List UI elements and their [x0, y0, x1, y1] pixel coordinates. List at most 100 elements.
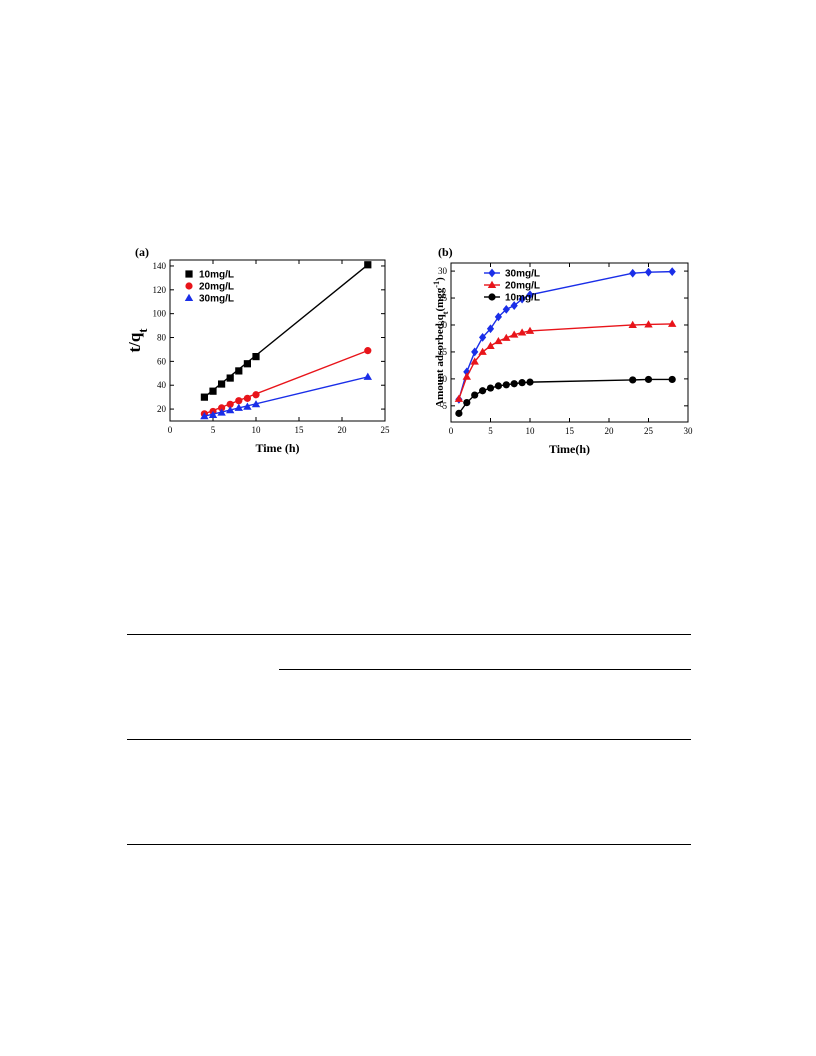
x-tick-label: 25 [381, 425, 391, 435]
y-tick-label: 20 [157, 404, 167, 414]
chart-panel-a: 0 5 10 15 20 25 20 40 60 80 100 120 140 (a) Time (h) t/… [125, 245, 391, 455]
x-tick-label: 10 [526, 426, 536, 436]
data-point [502, 381, 510, 389]
data-point [218, 404, 226, 412]
data-point [517, 328, 527, 336]
y-axis-title-sub: t [441, 311, 450, 314]
legend-marker [185, 282, 193, 290]
data-point [486, 324, 495, 334]
data-point [364, 347, 372, 355]
data-point [486, 341, 495, 350]
series-0 [200, 261, 372, 401]
data-point [209, 387, 217, 395]
x-tick-label: 25 [644, 426, 654, 436]
y-tick-label: 80 [157, 333, 167, 343]
data-point [470, 357, 479, 365]
data-point [668, 375, 676, 384]
y-tick-label: 5 [443, 401, 448, 411]
data-point [494, 382, 502, 390]
panel-label: (b) [438, 245, 453, 259]
legend-marker [488, 293, 496, 301]
data-point [629, 268, 637, 278]
y-axis-title-sup: -1 [432, 281, 441, 288]
x-tick-label: 15 [295, 425, 305, 435]
data-point [251, 400, 261, 408]
legend-marker [185, 270, 193, 278]
data-point [243, 402, 252, 410]
data-point [252, 391, 260, 399]
data-point [454, 394, 464, 402]
data-point [226, 374, 234, 382]
data-point [668, 319, 677, 327]
data-point [526, 290, 534, 300]
table-top-rule [127, 634, 691, 635]
y-axis-title-main: t/q [125, 332, 144, 352]
x-tick-label: 5 [488, 426, 493, 436]
data-point [235, 367, 243, 375]
data-point [363, 372, 372, 380]
data-point [235, 397, 243, 405]
data-point [526, 378, 534, 386]
y-axis-title-unit: (mgg [434, 287, 446, 311]
data-point [510, 301, 518, 310]
data-point [364, 261, 372, 269]
series-2 [200, 372, 372, 420]
data-point [455, 409, 463, 417]
data-point [510, 380, 518, 388]
y-axis-title: Amount adsorbed,qt(mgg-1) [432, 277, 450, 408]
x-tick-label: 0 [449, 426, 454, 436]
data-point [200, 393, 208, 401]
y-tick-label: 60 [157, 356, 167, 366]
data-point [494, 336, 503, 345]
data-point [252, 353, 260, 361]
data-point [644, 320, 653, 328]
data-point [518, 379, 526, 387]
legend-label: 20mg/L [505, 281, 540, 292]
x-tick-label: 20 [338, 425, 348, 435]
data-point [479, 387, 487, 395]
data-point [644, 375, 653, 384]
y-tick-label: 15 [438, 347, 448, 357]
data-point [243, 394, 251, 402]
data-point [502, 333, 511, 341]
x-axis-title: Time(h) [549, 442, 590, 456]
data-point [217, 408, 226, 416]
data-point [471, 347, 479, 357]
y-tick-label: 120 [153, 285, 167, 295]
data-point [226, 406, 235, 414]
data-point [525, 326, 535, 334]
x-tick-label: 10 [252, 425, 262, 435]
data-point [200, 412, 209, 420]
series-1 [454, 319, 677, 402]
legend-label: 20mg/L [199, 282, 234, 293]
y-tick-label: 100 [153, 309, 167, 319]
data-point [644, 267, 653, 277]
data-point [208, 410, 218, 419]
y-axis-title-close: ) [434, 277, 446, 281]
data-point [668, 267, 676, 277]
panel-label: (a) [135, 245, 149, 259]
legend-label: 30mg/L [505, 269, 540, 280]
x-tick-label: 20 [605, 426, 615, 436]
legend-marker [184, 293, 194, 301]
y-axis-title: t/qt [125, 328, 150, 353]
data-point [471, 391, 479, 399]
y-axis-title-main: Amount adsorbed,q [434, 313, 446, 407]
y-tick-label: 25 [438, 293, 448, 303]
x-tick-label: 5 [211, 425, 216, 435]
legend-marker [487, 280, 497, 288]
legend-label: 10mg/L [199, 270, 234, 281]
data-point [462, 372, 471, 380]
y-tick-label: 10 [438, 374, 448, 384]
data-point [243, 360, 251, 368]
data-point [478, 347, 487, 355]
data-point [226, 400, 234, 408]
x-tick-label: 0 [168, 425, 173, 435]
table-header-bottom-rule [127, 739, 691, 740]
legend-label: 30mg/L [199, 294, 234, 305]
y-axis-title-sub: t [136, 328, 150, 333]
data-point [486, 384, 495, 392]
x-axis-title: Time (h) [255, 441, 299, 455]
legend-marker [488, 268, 496, 278]
chart-panel-b: 0 5 10 15 20 25 30 5 10 15 20 25 30 (b) Time(h) Amount … [432, 245, 694, 456]
